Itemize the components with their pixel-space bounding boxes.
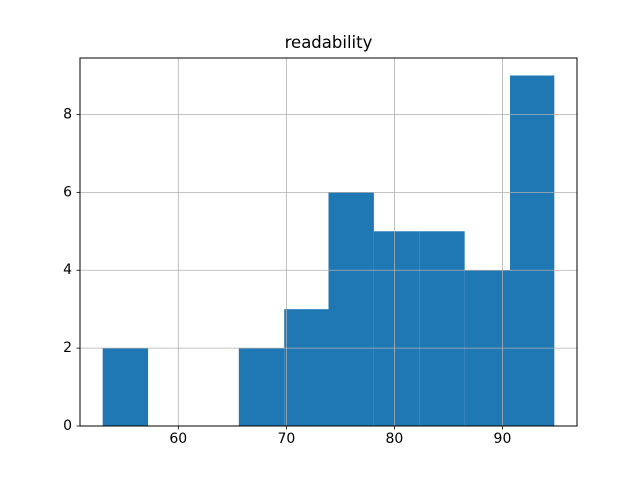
axes-spines (79, 57, 578, 427)
y-tick-label: 0 (63, 418, 72, 434)
y-tick-label: 2 (63, 340, 72, 356)
x-tick-label: 80 (385, 431, 403, 447)
histogram-bar (328, 192, 374, 426)
ticks-layer: 60 70 80 90 0 2 4 6 8 (63, 106, 511, 447)
grid-layer (80, 58, 577, 427)
x-tick-label: 70 (277, 431, 295, 447)
x-tick-label: 90 (494, 431, 512, 447)
histogram-bar (373, 231, 420, 426)
histogram-bar (238, 348, 285, 426)
y-tick-label: 8 (63, 106, 72, 122)
histogram-bar (419, 231, 465, 426)
y-tick-label: 4 (63, 262, 72, 278)
x-tick-label: 60 (169, 431, 187, 447)
histogram-bar (102, 348, 149, 426)
y-tick-label: 6 (63, 184, 72, 200)
histogram-bar (510, 75, 555, 427)
chart-title: readability (285, 33, 373, 52)
bars-layer (102, 75, 555, 427)
histogram-bar (284, 309, 329, 426)
